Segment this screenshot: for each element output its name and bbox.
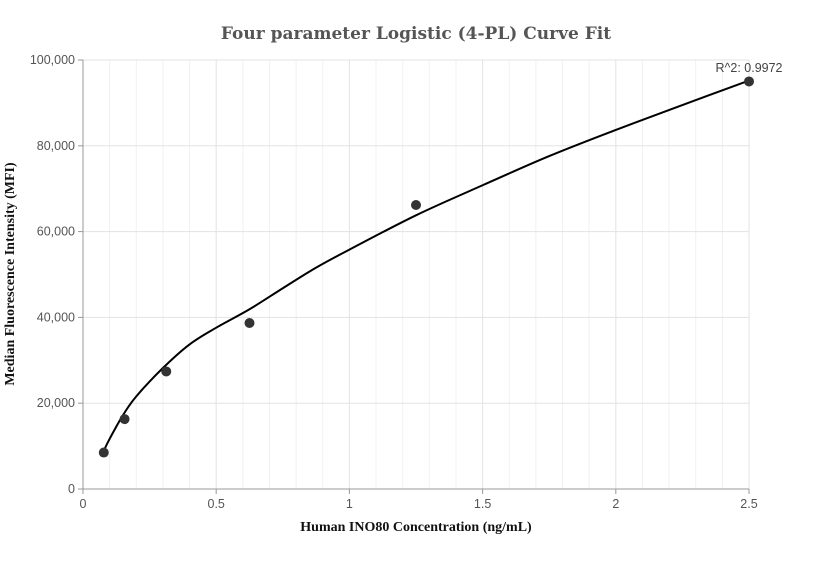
data-point [98, 447, 109, 458]
data-point [411, 200, 421, 211]
axes [82, 60, 749, 490]
x-tick-label: 2.5 [740, 497, 757, 511]
fit-curve-line [102, 79, 750, 452]
y-axis-title: Median Fluorescence Intensity (MFI) [3, 162, 18, 386]
chart-title: Four parameter Logistic (4-PL) Curve Fit [221, 24, 611, 44]
x-tick-label: 2 [612, 497, 619, 511]
y-axis-ticks: 0 20,000 40,000 60,000 80,000 100,000 [30, 53, 83, 496]
x-tick-label: 0.5 [208, 497, 225, 511]
data-point [119, 414, 130, 425]
y-tick-label: 20,000 [37, 396, 75, 410]
y-tick-label: 0 [68, 482, 75, 496]
y-tick-label: 60,000 [37, 225, 75, 239]
y-tick-label: 40,000 [37, 310, 75, 324]
data-points-layer [98, 76, 754, 458]
data-point [161, 366, 172, 377]
fit-curve-layer [102, 79, 750, 452]
minor-gridlines [109, 60, 723, 489]
y-tick-label: 100,000 [30, 53, 75, 67]
x-axis-ticks: 0 0.5 1 1.5 2 2.5 [80, 489, 758, 511]
data-point [744, 76, 754, 87]
x-tick-label: 1 [346, 497, 353, 511]
data-point [244, 317, 255, 328]
x-tick-label: 0 [80, 497, 87, 511]
major-gridlines [83, 59, 750, 489]
r-squared-annotation: R^2: 0.9972 [715, 61, 782, 75]
x-tick-label: 1.5 [474, 497, 491, 511]
x-axis-title: Human INO80 Concentration (ng/mL) [300, 520, 532, 535]
y-tick-label: 80,000 [37, 139, 75, 153]
